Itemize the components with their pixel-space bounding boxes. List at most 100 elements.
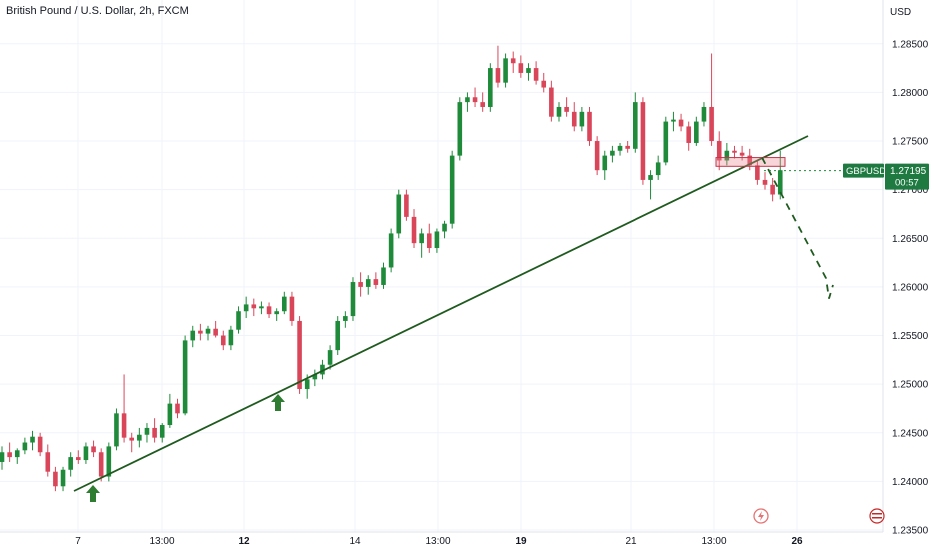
price-tick-label: 1.26000 (892, 282, 929, 293)
time-tick-label: 7 (75, 536, 81, 547)
trendline (73, 135, 809, 492)
candle-body (198, 330, 203, 334)
candle-body (259, 306, 264, 309)
candle-body (98, 452, 104, 477)
candle-body (518, 63, 524, 73)
candle-body (579, 111, 585, 127)
candle-body (526, 68, 531, 73)
candle-body (76, 457, 81, 461)
candle-body (159, 425, 165, 438)
candle-body (686, 126, 691, 143)
candle-body (495, 68, 501, 83)
symbol-label: GBPUSD (846, 166, 886, 177)
currency-label: USD (890, 7, 911, 18)
candle-body (320, 364, 325, 375)
candle-body (549, 87, 554, 117)
time-tick-label: 12 (238, 536, 250, 547)
price-tick-label: 1.23500 (892, 526, 929, 537)
candle-body (587, 111, 592, 142)
candle-body (732, 150, 737, 153)
price-tick-label: 1.28000 (892, 88, 929, 99)
candle-body (449, 155, 455, 224)
candle-body (632, 102, 638, 149)
candle-body (510, 58, 516, 64)
candle-body (388, 233, 394, 268)
candle-body (182, 340, 188, 414)
time-tick-label: 13:00 (425, 536, 450, 547)
candle-body (381, 267, 386, 285)
candle-body (22, 442, 28, 451)
candle-body (610, 150, 615, 156)
candle-body (678, 119, 684, 127)
candle-body (457, 102, 463, 156)
candle-body (419, 233, 424, 244)
candle-body (503, 58, 508, 83)
candle-body (0, 452, 5, 462)
candle-body (327, 350, 333, 365)
candle-body (297, 320, 302, 390)
candle-body (434, 231, 440, 249)
candle-body (762, 179, 768, 185)
candle-body (655, 162, 661, 176)
candle-body (68, 457, 73, 470)
candle-body (243, 304, 249, 312)
candle-body (60, 469, 66, 487)
candle-body (121, 413, 127, 438)
candle-body (365, 279, 371, 287)
grid (0, 0, 883, 532)
time-tick-label: 21 (625, 536, 637, 547)
candle-body (640, 102, 646, 180)
candle-body (205, 328, 211, 334)
price-tick-label: 1.27500 (892, 137, 929, 148)
candle-body (335, 320, 341, 351)
lightning-bolt-icon (758, 511, 764, 521)
time-tick-label: 13:00 (701, 536, 726, 547)
candle-body (190, 330, 196, 341)
candle-body (556, 106, 562, 117)
price-tick-label: 1.24500 (892, 428, 929, 439)
candle-body (137, 434, 142, 441)
price-tick-label: 1.27000 (892, 185, 929, 196)
candle-body (488, 68, 493, 107)
time-tick-label: 26 (791, 536, 803, 547)
up-arrow-icon (86, 485, 100, 502)
us-flag-icon (869, 508, 885, 524)
candle-body (167, 403, 173, 426)
candle-body (564, 106, 569, 112)
candle-body (53, 471, 58, 487)
candle-body (220, 335, 226, 346)
price-tag (885, 163, 929, 190)
candle-body (144, 427, 150, 435)
candle-body (396, 194, 402, 234)
candle-body (671, 119, 676, 122)
bottom-icons (753, 508, 885, 524)
candle-body (770, 184, 775, 195)
countdown-label: 00:57 (895, 178, 919, 189)
candle-body (777, 170, 783, 195)
projection-path (761, 157, 834, 299)
time-tick-label: 13:00 (149, 536, 174, 547)
candle-body (404, 194, 409, 217)
candle-body (30, 436, 35, 443)
time-tick-label: 14 (349, 536, 361, 547)
last-price-label: 1.27195 (890, 166, 927, 177)
candle-body (465, 97, 470, 103)
candle-body (480, 102, 485, 107)
candle-body (541, 80, 547, 88)
candle-body (411, 216, 417, 244)
candle-body (358, 282, 363, 287)
candle-body (571, 111, 577, 127)
candles (0, 45, 783, 492)
candle-body (14, 450, 20, 458)
candle-body (663, 121, 669, 163)
candle-body (472, 97, 478, 103)
price-tick-label: 1.26500 (892, 234, 929, 245)
candle-body (129, 437, 135, 441)
candle-body (7, 452, 12, 458)
time-tick-label: 19 (515, 536, 527, 547)
candle-body (83, 446, 89, 461)
symbol-tag (843, 163, 884, 178)
candle-body (739, 152, 745, 156)
